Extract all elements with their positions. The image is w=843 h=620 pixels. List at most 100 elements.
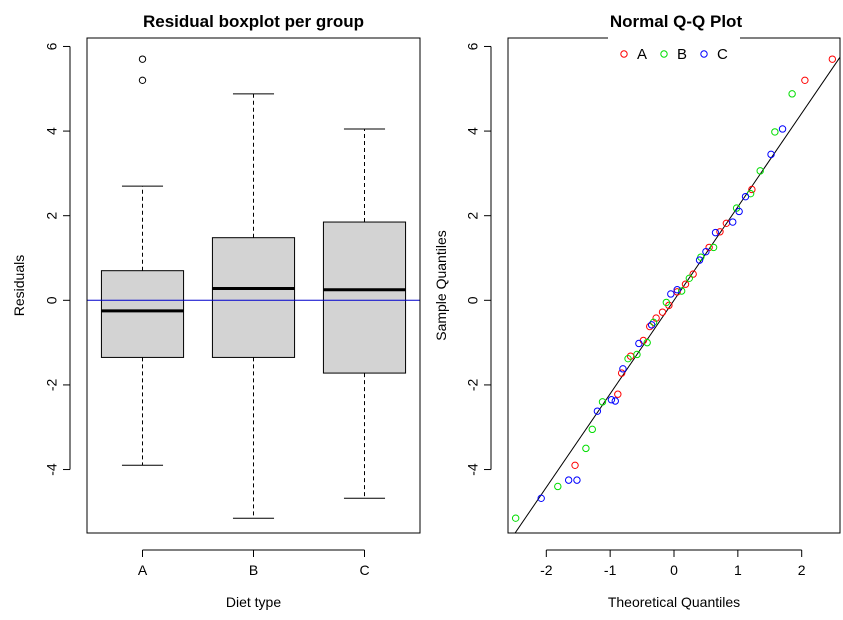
qq-point-B <box>709 243 718 252</box>
qq-point-B <box>788 90 796 98</box>
qq-y-tick-label: 2 <box>465 212 481 220</box>
boxplot-y-tick-label: 2 <box>44 212 60 220</box>
boxplot-x-tick-label: B <box>249 562 258 578</box>
qq-point-A <box>617 369 626 377</box>
boxplot-y-axis-label: Residuals <box>11 255 27 316</box>
outlier-point <box>138 76 147 85</box>
qq-plot-title: Normal Q-Q Plot <box>610 12 743 31</box>
legend-marker-B <box>660 50 668 58</box>
boxplot-y-tick-label: -4 <box>44 463 60 476</box>
boxplot-y-tick-label: -2 <box>44 378 60 391</box>
qq-point-B <box>677 287 686 295</box>
qq-point-B <box>662 298 671 307</box>
qq-point-C <box>729 218 737 226</box>
legend-label-A: A <box>637 46 647 63</box>
qq-point-C <box>635 339 643 348</box>
qq-y-tick-label: 0 <box>465 296 481 304</box>
qq-point-B <box>511 514 520 522</box>
boxplot-x-axis-label: Diet type <box>226 594 281 610</box>
boxplot-y-tick-label: 4 <box>44 127 60 135</box>
legend-marker-A <box>620 50 628 58</box>
qq-point-B <box>771 128 779 136</box>
qq-point-A <box>646 322 654 331</box>
qq-point-C <box>711 228 720 237</box>
qq-point-C <box>695 256 704 264</box>
legend-marker-C <box>700 50 708 58</box>
qq-point-B <box>624 354 632 363</box>
qq-x-tick-label: 1 <box>734 562 742 578</box>
qq-point-A <box>681 280 690 288</box>
qq-point-B <box>685 274 694 283</box>
qq-legend: A B C <box>608 33 740 67</box>
qq-y-tick-label: -2 <box>465 378 481 391</box>
boxplot-content: -4 -2 0 2 4 6 A B C <box>44 42 420 578</box>
qq-y-tick-label: -4 <box>465 463 481 476</box>
qq-point-A <box>689 270 697 278</box>
qq-point-B <box>554 482 562 491</box>
qq-point-C <box>767 150 775 159</box>
qq-plot-y-axis-label: Sample Quantiles <box>433 230 449 341</box>
box-B <box>211 93 296 519</box>
legend-label-C: C <box>717 46 728 63</box>
qq-point-C <box>537 494 545 503</box>
qq-point-A <box>716 228 724 236</box>
iqr-box <box>211 237 296 358</box>
qq-series-C <box>537 125 787 503</box>
qq-point-B <box>756 167 764 175</box>
qq-point-B <box>588 425 596 434</box>
iqr-box <box>100 270 185 358</box>
qq-x-tick-label: -1 <box>604 562 617 578</box>
qq-y-tick-label: 6 <box>465 42 481 50</box>
boxplot-y-tick-label: 6 <box>44 42 60 50</box>
qq-series-A <box>571 55 837 470</box>
qq-point-C <box>673 286 681 294</box>
qq-point-C <box>607 396 616 404</box>
box-C <box>322 128 407 499</box>
qq-series-B <box>511 90 796 522</box>
box-A <box>100 55 185 466</box>
qq-x-tick-label: -2 <box>540 562 553 578</box>
qq-point-B <box>582 444 590 453</box>
qq-point-C <box>564 476 573 484</box>
qq-point-A <box>801 76 809 85</box>
boxplot-title: Residual boxplot per group <box>143 12 364 31</box>
qq-point-C <box>702 247 710 256</box>
qq-plot-x-axis-label: Theoretical Quantiles <box>608 594 740 610</box>
legend-background <box>608 33 740 67</box>
qq-point-A <box>652 314 660 322</box>
qq-point-C <box>667 290 675 298</box>
qq-point-C <box>647 321 656 329</box>
qq-point-A <box>639 336 648 345</box>
qq-point-A <box>748 185 756 194</box>
qq-point-A <box>571 461 579 470</box>
qq-point-C <box>573 476 581 484</box>
qq-x-tick-label: 2 <box>798 562 806 578</box>
legend-label-B: B <box>677 46 687 63</box>
qq-point-C <box>619 365 627 373</box>
boxplot-y-tick-label: 0 <box>44 296 60 304</box>
qq-point-B <box>598 398 607 406</box>
boxplot-x-tick-label: A <box>138 562 148 578</box>
qq-point-A <box>658 308 667 316</box>
qq-point-C <box>593 407 602 415</box>
qq-point-A <box>673 288 681 296</box>
qq-plot-frame <box>507 37 841 534</box>
qq-point-C <box>611 397 619 405</box>
qq-point-C <box>735 207 743 216</box>
qq-point-A <box>614 390 622 398</box>
qq-y-tick-label: 4 <box>465 127 481 135</box>
iqr-box <box>322 221 407 374</box>
qq-point-C <box>778 125 787 133</box>
qq-point-B <box>643 338 651 347</box>
outlier-point <box>138 55 147 63</box>
qq-point-C <box>741 192 750 201</box>
qq-point-A <box>828 55 837 63</box>
boxplot-panel: Residual boxplot per group Diet type Res… <box>11 12 421 610</box>
qq-plot-content: -4 -2 0 2 4 6 -2 -1 0 1 2 <box>465 42 840 578</box>
qq-x-tick-label: 0 <box>670 562 678 578</box>
qq-point-B <box>633 350 641 359</box>
boxplot-x-tick-label: C <box>359 562 369 578</box>
boxplot-frame <box>86 37 421 534</box>
qq-reference-line <box>514 56 840 533</box>
